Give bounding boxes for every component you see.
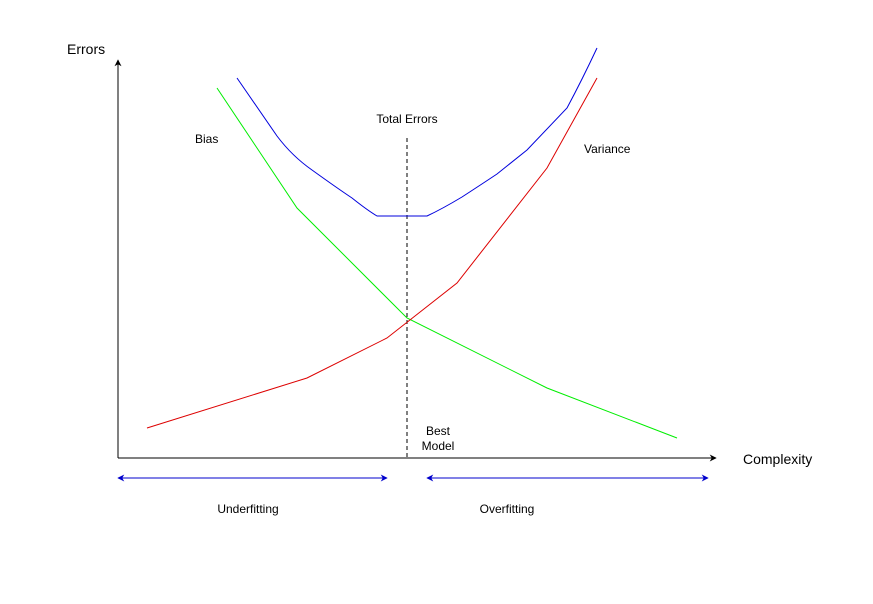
bias-label: Bias (195, 132, 218, 146)
total-errors-curve (236, 47, 598, 217)
bias-curve (216, 87, 678, 439)
variance-curve (146, 77, 598, 429)
overfitting-label: Overfitting (480, 502, 535, 516)
total-errors-label: Total Errors (376, 112, 437, 126)
x-axis-label: Complexity (743, 451, 812, 467)
best-model-label-line1: Best (426, 424, 451, 438)
best-model-label-line2: Model (422, 439, 455, 453)
variance-label: Variance (584, 142, 631, 156)
y-axis-label: Errors (67, 41, 105, 57)
underfitting-label: Underfitting (217, 502, 278, 516)
